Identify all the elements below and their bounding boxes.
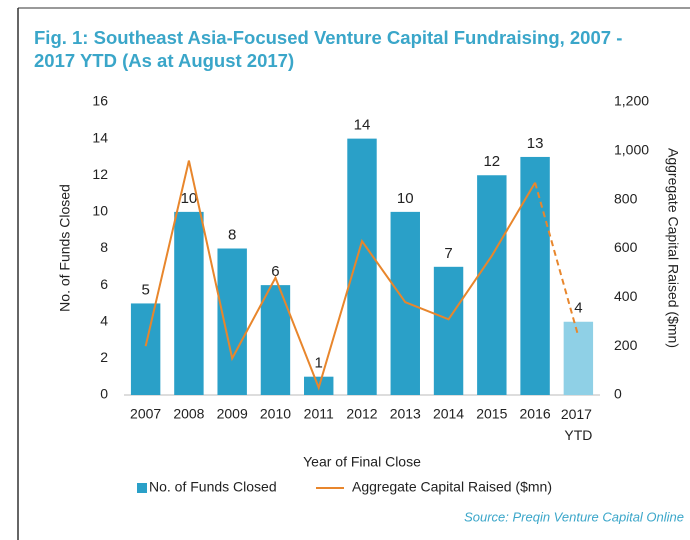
data-label: 10 <box>181 190 198 207</box>
y-tick-label: 8 <box>100 239 108 255</box>
y2-tick-label: 600 <box>614 239 638 255</box>
bar <box>347 138 377 395</box>
y-tick-label: 12 <box>92 166 108 182</box>
line-series <box>144 160 536 391</box>
y2-tick-label: 1,000 <box>614 142 649 158</box>
data-label: 1 <box>315 355 323 372</box>
x-tick-label: 2009 <box>217 406 248 422</box>
data-label: 6 <box>271 263 279 280</box>
legend-swatch <box>137 483 147 493</box>
x-tick-label: 2007 <box>130 406 161 422</box>
bar <box>520 156 550 395</box>
x-tick-label: 2008 <box>173 406 204 422</box>
legend-label: No. of Funds Closed <box>149 479 277 495</box>
bar <box>390 211 420 395</box>
y2-tick-label: 400 <box>614 288 638 304</box>
source: Source: Preqin Venture Capital Online <box>464 509 684 524</box>
y2-tick-label: 200 <box>614 337 638 353</box>
y-tick-label: 2 <box>100 349 108 365</box>
y2-tick-label: 1,200 <box>614 93 649 109</box>
y2-tick-label: 0 <box>614 386 622 402</box>
y-tick-label: 6 <box>100 276 108 292</box>
line-series-dashed <box>534 182 580 337</box>
chart-title: Fig. 1: Southeast Asia-Focused Venture C… <box>34 27 623 71</box>
y-tick-label: 16 <box>92 93 108 109</box>
y-tick-label: 10 <box>92 203 108 219</box>
data-label: 12 <box>483 153 500 170</box>
y2-axis-label: Aggregate Capital Raised ($mn) <box>665 148 681 348</box>
bar <box>477 175 507 395</box>
bar <box>433 266 464 395</box>
x-axis-label: Year of Final Close <box>303 454 421 470</box>
x-tick-label: 2012 <box>346 406 377 422</box>
y-tick-label: 14 <box>92 129 108 145</box>
x-tick-label: 2011 <box>304 406 334 422</box>
data-label: 8 <box>228 226 236 243</box>
y2-tick-label: 800 <box>614 190 638 206</box>
data-label: 5 <box>141 281 149 298</box>
x-tick-label: 2013 <box>390 406 421 422</box>
legend-label: Aggregate Capital Raised ($mn) <box>352 479 552 495</box>
x-tick-label: 2017 YTD <box>561 406 596 443</box>
y-axis-label: No. of Funds Closed <box>57 184 73 312</box>
bar <box>174 211 204 395</box>
x-tick-label: 2010 <box>260 406 291 422</box>
data-label: 14 <box>354 117 371 134</box>
data-label: 7 <box>444 245 452 262</box>
x-tick-label: 2016 <box>520 406 551 422</box>
data-label: 13 <box>527 135 544 152</box>
y-tick-label: 4 <box>100 312 108 328</box>
bar <box>217 248 247 395</box>
x-tick-label: 2015 <box>476 406 507 422</box>
data-label: 10 <box>397 190 414 207</box>
x-tick-label: 2014 <box>433 406 464 422</box>
data-label: 4 <box>574 300 582 317</box>
bar <box>563 321 594 395</box>
bar <box>130 303 161 395</box>
y-tick-label: 0 <box>100 386 108 402</box>
